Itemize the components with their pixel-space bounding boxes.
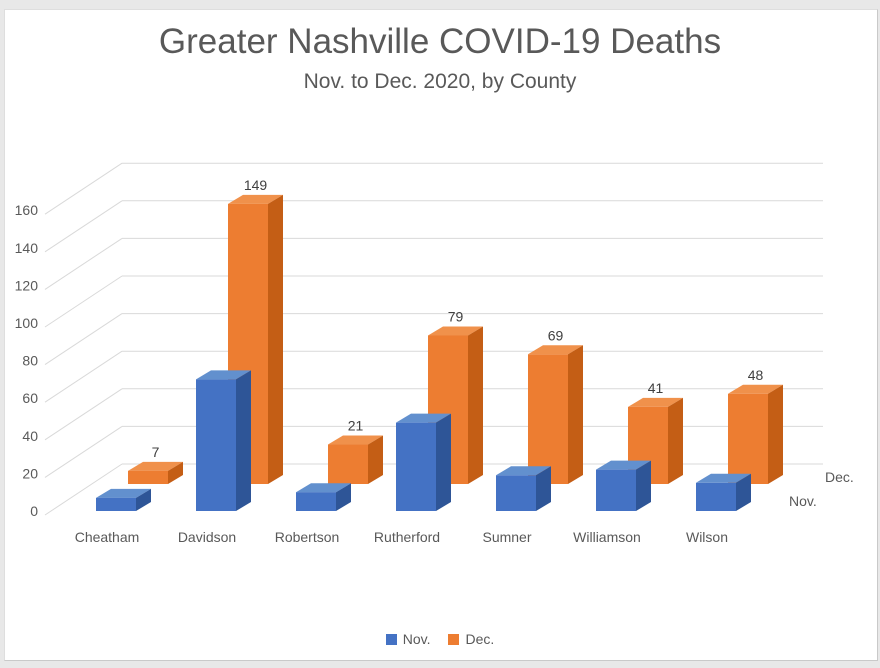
bar-nov-sumner bbox=[496, 466, 551, 511]
bar-dec-cheatham-front-face bbox=[128, 470, 168, 484]
data-label-dec-sumner: 69 bbox=[548, 327, 564, 343]
value-axis-tick-labels: 0 20 40 60 80 100 120 140 160 bbox=[15, 202, 39, 519]
bar-dec-robertson-side-face bbox=[368, 435, 383, 484]
bar-nov-davidson bbox=[196, 370, 251, 511]
bar-dec-wilson-side-face bbox=[768, 384, 783, 484]
gridline-sidewall bbox=[44, 275, 123, 328]
value-axis-tick-label: 60 bbox=[22, 390, 38, 406]
data-label-dec-williamson: 41 bbox=[648, 380, 664, 396]
bar-nov-robertson-side-face bbox=[336, 483, 351, 511]
category-label-cheatham: Cheatham bbox=[75, 529, 140, 545]
bar-nov-davidson-front-face bbox=[196, 379, 236, 511]
bar-nov-rutherford-side-face bbox=[436, 413, 451, 511]
gridline-sidewall bbox=[44, 388, 123, 441]
data-labels: 7 149 21 79 69 41 48 bbox=[152, 177, 764, 460]
legend-entry-dec: Dec. bbox=[448, 631, 494, 647]
value-axis-tick-label: 100 bbox=[15, 315, 39, 331]
bar-dec-wilson bbox=[728, 384, 783, 484]
depth-axis-labels: Dec. Nov. bbox=[789, 469, 854, 509]
bar-dec-robertson bbox=[328, 435, 383, 484]
gridline-sidewall bbox=[44, 162, 123, 215]
bar-dec-williamson-side-face bbox=[668, 397, 683, 484]
bar-dec-cheatham-side-face bbox=[168, 461, 183, 484]
bar-nov-williamson bbox=[596, 460, 651, 511]
bar-dec-wilson-front-face bbox=[728, 393, 768, 484]
bar-nov-davidson-top-face bbox=[196, 370, 251, 380]
category-label-wilson: Wilson bbox=[686, 529, 728, 545]
bar-nov-wilson-front-face bbox=[696, 482, 736, 511]
bar-nov-rutherford-top-face bbox=[396, 413, 451, 423]
value-axis-tick-label: 120 bbox=[15, 277, 39, 293]
depth-axis-label-nov: Nov. bbox=[789, 493, 817, 509]
data-label-dec-cheatham: 7 bbox=[152, 444, 160, 460]
gridline-sidewall bbox=[44, 237, 123, 290]
bar-nov-rutherford bbox=[396, 413, 451, 511]
bar-nov-sumner-front-face bbox=[496, 475, 536, 511]
bar-nov-sumner-top-face bbox=[496, 466, 551, 476]
gridline-sidewall bbox=[44, 425, 123, 478]
bar-nov-rutherford-front-face bbox=[396, 422, 436, 511]
value-axis-tick-label: 80 bbox=[22, 353, 38, 369]
bar-nov-cheatham-top-face bbox=[96, 488, 151, 498]
legend-label: Dec. bbox=[465, 631, 495, 647]
gridline-sidewall bbox=[44, 463, 123, 516]
bar-dec-sumner bbox=[528, 345, 583, 484]
bar-nov-wilson-side-face bbox=[736, 473, 751, 511]
value-axis-tick-label: 140 bbox=[15, 240, 39, 256]
value-axis-tick-label: 40 bbox=[22, 428, 38, 444]
bar-dec-sumner-front-face bbox=[528, 354, 568, 484]
bar-nov-cheatham-front-face bbox=[96, 497, 136, 511]
category-label-davidson: Davidson bbox=[178, 529, 236, 545]
bar-nov-williamson-top-face bbox=[596, 460, 651, 470]
bar-dec-cheatham-top-face bbox=[128, 461, 183, 471]
bar-nov-robertson-top-face bbox=[296, 483, 351, 493]
bar-nov-williamson-side-face bbox=[636, 460, 651, 511]
bar-nov-williamson-front-face bbox=[596, 469, 636, 511]
gridline-sidewall bbox=[44, 350, 123, 403]
legend-entry-nov: Nov. bbox=[385, 631, 431, 647]
value-axis-tick-label: 0 bbox=[30, 503, 38, 519]
gridline-sidewall bbox=[44, 313, 123, 366]
gridline-sidewall bbox=[44, 200, 123, 253]
bar-dec-sumner-top-face bbox=[528, 345, 583, 355]
bar-dec-davidson-side-face bbox=[268, 194, 283, 484]
chart-subtitle: Nov. to Dec. 2020, by County bbox=[303, 70, 577, 93]
bar-dec-cheatham bbox=[128, 461, 183, 484]
bar-dec-robertson-top-face bbox=[328, 435, 383, 445]
legend-swatch bbox=[448, 633, 460, 645]
bar-nov-wilson-top-face bbox=[696, 473, 751, 483]
bar-nov-robertson-front-face bbox=[296, 492, 336, 511]
bar-dec-rutherford-side-face bbox=[468, 326, 483, 484]
bar-dec-sumner-side-face bbox=[568, 345, 583, 484]
legend-label: Nov. bbox=[402, 631, 431, 647]
category-label-sumner: Sumner bbox=[482, 529, 531, 545]
data-label-dec-robertson: 21 bbox=[348, 418, 364, 434]
category-label-williamson: Williamson bbox=[573, 529, 641, 545]
bar-dec-wilson-top-face bbox=[728, 384, 783, 394]
bar-nov-cheatham bbox=[96, 488, 151, 511]
legend: Nov. Dec. bbox=[0, 628, 880, 650]
bar-dec-davidson-top-face bbox=[228, 194, 283, 204]
data-label-dec-rutherford: 79 bbox=[448, 308, 464, 324]
legend-swatch bbox=[385, 633, 397, 645]
series-nov bbox=[96, 370, 751, 511]
chart-title: Greater Nashville COVID-19 Deaths bbox=[158, 22, 722, 61]
category-label-robertson: Robertson bbox=[275, 529, 340, 545]
category-axis-labels: Cheatham Davidson Robertson Rutherford Sumne… bbox=[75, 529, 728, 545]
category-label-rutherford: Rutherford bbox=[374, 529, 440, 545]
bar-dec-robertson-front-face bbox=[328, 444, 368, 484]
data-label-dec-wilson: 48 bbox=[748, 367, 764, 383]
bar-nov-sumner-side-face bbox=[536, 466, 551, 511]
value-axis-tick-label: 20 bbox=[22, 465, 38, 481]
value-axis-tick-label: 160 bbox=[15, 202, 39, 218]
bar-nov-cheatham-side-face bbox=[136, 488, 151, 511]
bar-dec-rutherford-top-face bbox=[428, 326, 483, 336]
depth-axis-label-dec: Dec. bbox=[825, 469, 854, 485]
data-label-dec-davidson: 149 bbox=[244, 177, 268, 193]
bar-nov-davidson-side-face bbox=[236, 370, 251, 511]
bar-nov-wilson bbox=[696, 473, 751, 511]
bar-dec-williamson-top-face bbox=[628, 397, 683, 407]
bar-nov-robertson bbox=[296, 483, 351, 511]
